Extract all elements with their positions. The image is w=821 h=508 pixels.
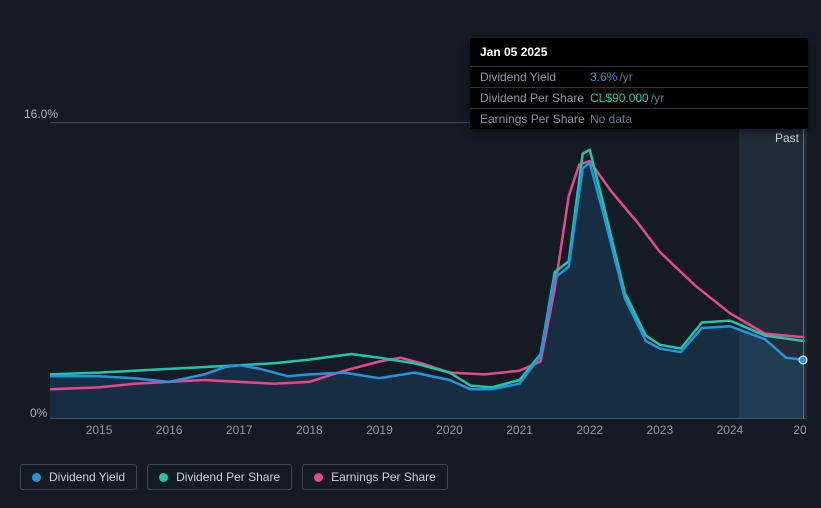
tooltip-row: Dividend Per ShareCL$90.000 /yr <box>470 87 808 108</box>
x-tick-label: 2016 <box>156 423 183 437</box>
legend-dividend-yield[interactable]: Dividend Yield <box>20 464 137 490</box>
chart-tooltip: Jan 05 2025 Dividend Yield3.6% /yrDivide… <box>470 38 808 129</box>
legend-swatch <box>314 473 323 482</box>
y-axis-min-label: 0% <box>30 406 47 420</box>
x-tick-label: 2015 <box>86 423 113 437</box>
tooltip-row-suffix: /yr <box>619 70 632 84</box>
tooltip-date: Jan 05 2025 <box>470 38 808 66</box>
legend-label: Dividend Yield <box>49 470 125 484</box>
tooltip-row-label: Dividend Yield <box>480 70 590 84</box>
x-tick-label: 2024 <box>717 423 744 437</box>
hover-marker-line <box>803 122 804 419</box>
chart-plot-area[interactable]: Past <box>50 122 807 419</box>
tooltip-row: Earnings Per ShareNo data <box>470 108 808 129</box>
x-tick-label: 2022 <box>576 423 603 437</box>
legend-label: Earnings Per Share <box>331 470 436 484</box>
x-tick-label: 2018 <box>296 423 323 437</box>
legend-label: Dividend Per Share <box>176 470 280 484</box>
hover-marker-dot <box>799 355 808 364</box>
past-label: Past <box>775 131 799 145</box>
x-tick-label: 2021 <box>506 423 533 437</box>
tooltip-row: Dividend Yield3.6% /yr <box>470 66 808 87</box>
tooltip-row-label: Earnings Per Share <box>480 112 590 126</box>
tooltip-row-value: CL$90.000 <box>590 91 649 105</box>
legend-swatch <box>32 473 41 482</box>
tooltip-row-label: Dividend Per Share <box>480 91 590 105</box>
chart-legend: Dividend Yield Dividend Per Share Earnin… <box>20 464 448 490</box>
x-tick-label: 2019 <box>366 423 393 437</box>
chart-svg <box>50 122 807 419</box>
tooltip-row-value: No data <box>590 112 632 126</box>
x-axis: 2015 2016 2017 2018 2019 2020 2021 2022 2023 2024… <box>50 421 807 439</box>
x-tick-label: 2023 <box>646 423 673 437</box>
legend-dividend-per-share[interactable]: Dividend Per Share <box>147 464 292 490</box>
x-tick-label: 2017 <box>226 423 253 437</box>
legend-earnings-per-share[interactable]: Earnings Per Share <box>302 464 448 490</box>
tooltip-row-suffix: /yr <box>651 91 664 105</box>
y-axis-max-label: 16.0% <box>24 107 58 121</box>
tooltip-row-value: 3.6% <box>590 70 617 84</box>
legend-swatch <box>159 473 168 482</box>
x-tick-label: 20 <box>793 423 806 437</box>
x-tick-label: 2020 <box>436 423 463 437</box>
